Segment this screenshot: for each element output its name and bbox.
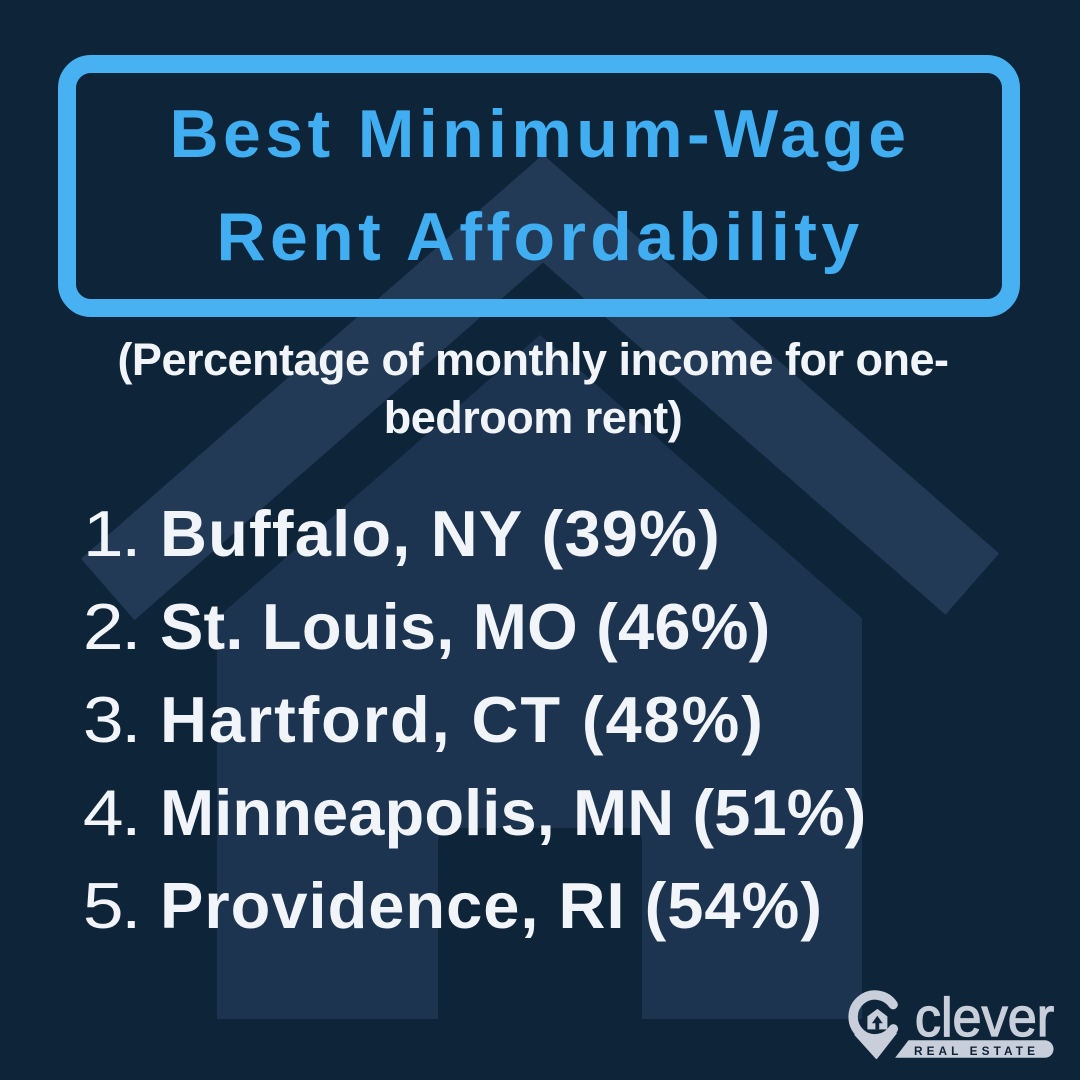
svg-text:clever: clever	[915, 987, 1054, 1049]
svg-text:REAL ESTATE: REAL ESTATE	[914, 1044, 1039, 1058]
